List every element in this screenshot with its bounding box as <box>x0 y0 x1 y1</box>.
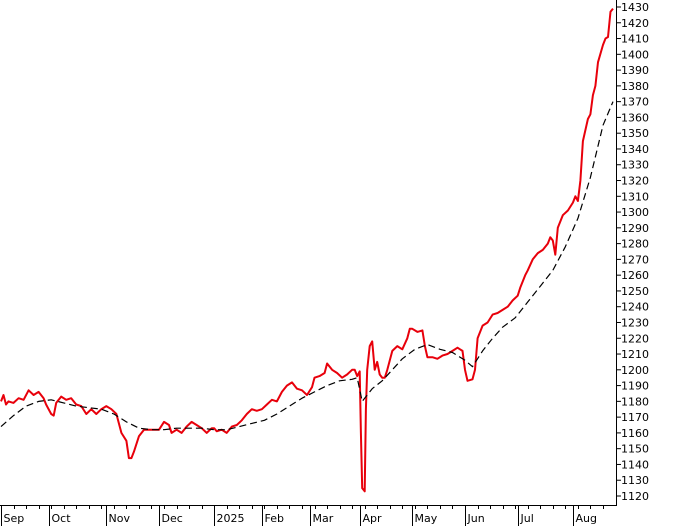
y-tick-label-1320: 1320 <box>621 175 649 188</box>
y-tick-label-1210: 1210 <box>621 348 649 361</box>
y-tick-label-1250: 1250 <box>621 285 649 298</box>
y-tick-label-1370: 1370 <box>621 96 649 109</box>
series-line-1 <box>0 101 614 431</box>
x-tick-label-4: 2025 <box>217 512 245 525</box>
y-tick-label-1360: 1360 <box>621 111 649 124</box>
y-tick-label-1150: 1150 <box>621 443 649 456</box>
y-tick-label-1420: 1420 <box>621 17 649 30</box>
y-tick-label-1300: 1300 <box>621 206 649 219</box>
y-tick-label-1340: 1340 <box>621 143 649 156</box>
y-tick-label-1410: 1410 <box>621 33 649 46</box>
x-axis: Sep Oct Nov Dec 2025 Feb Mar Apr May Jun Jul Aug <box>0 505 617 526</box>
x-tick-label-10: Jul <box>520 512 534 525</box>
y-tick-label-1310: 1310 <box>621 190 649 203</box>
y-tick-label-1200: 1200 <box>621 364 649 377</box>
y-tick-label-1260: 1260 <box>621 269 649 282</box>
y-tick-label-1400: 1400 <box>621 48 649 61</box>
y-tick-label-1220: 1220 <box>621 332 649 345</box>
x-tick-label-1: Oct <box>52 512 72 525</box>
y-tick-label-1390: 1390 <box>621 64 649 77</box>
y-tick-label-1270: 1270 <box>621 253 649 266</box>
y-tick-label-1230: 1230 <box>621 316 649 329</box>
x-tick-label-8: May <box>415 512 438 525</box>
x-tick-label-2: Nov <box>109 512 131 525</box>
x-tick-label-9: Jun <box>467 512 485 525</box>
x-tick-label-6: Mar <box>313 512 334 525</box>
x-tick-label-5: Feb <box>265 512 284 525</box>
y-tick-label-1240: 1240 <box>621 301 649 314</box>
y-tick-label-1290: 1290 <box>621 222 649 235</box>
y-tick-label-1170: 1170 <box>621 411 649 424</box>
x-tick-label-7: Apr <box>363 512 383 525</box>
x-tick-label-3: Dec <box>162 512 183 525</box>
y-tick-label-1120: 1120 <box>621 490 649 503</box>
x-tick-label-11: Aug <box>576 512 597 525</box>
series-layer <box>0 7 614 493</box>
y-tick-label-1280: 1280 <box>621 238 649 251</box>
y-tick-label-1430: 1430 <box>621 1 649 14</box>
y-tick-label-1180: 1180 <box>621 395 649 408</box>
series-line-0 <box>0 7 614 493</box>
y-tick-label-1140: 1140 <box>621 458 649 471</box>
y-tick-label-1190: 1190 <box>621 380 649 393</box>
y-tick-label-1380: 1380 <box>621 80 649 93</box>
x-tick-label-0: Sep <box>4 512 25 525</box>
y-tick-label-1330: 1330 <box>621 159 649 172</box>
y-axis: 1120 1130 1140 1150 1160 1170 1180 1190 1200 1210… <box>616 0 649 505</box>
y-tick-label-1350: 1350 <box>621 127 649 140</box>
y-tick-label-1160: 1160 <box>621 427 649 440</box>
y-tick-label-1130: 1130 <box>621 474 649 487</box>
